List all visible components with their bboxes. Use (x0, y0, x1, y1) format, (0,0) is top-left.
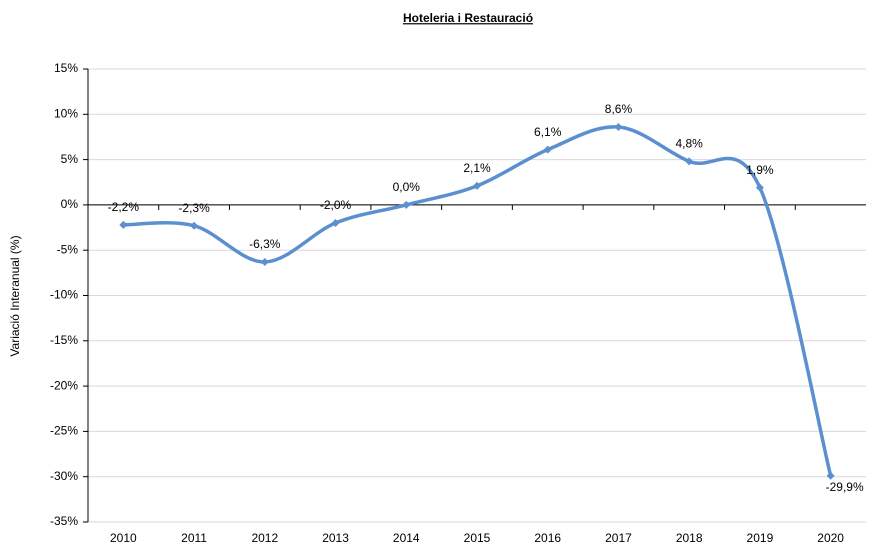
y-axis-label: Variació Interanual (%) (8, 235, 22, 356)
data-label: -2,0% (320, 198, 352, 212)
x-tick-label: 2020 (817, 531, 844, 545)
data-label: 1,9% (746, 163, 774, 177)
data-label: 8,6% (605, 102, 633, 116)
point-marker (685, 157, 694, 166)
y-tick-label: 15% (54, 61, 78, 75)
x-tick-label: 2012 (251, 531, 278, 545)
y-tick-label: -35% (50, 514, 78, 528)
y-tick-label: -25% (50, 424, 78, 438)
point-marker (190, 221, 199, 230)
x-tick-label: 2019 (747, 531, 774, 545)
data-label: -6,3% (249, 237, 281, 251)
y-tick-label: -30% (50, 469, 78, 483)
y-tick-label: -20% (50, 378, 78, 392)
point-marker (755, 183, 764, 192)
point-marker (543, 145, 552, 154)
point-marker (331, 219, 340, 228)
point-marker (473, 181, 481, 190)
y-tick-label: 5% (61, 152, 79, 166)
x-tick-label: 2014 (393, 531, 420, 545)
y-tick-label: -5% (57, 242, 79, 256)
data-label: 2,1% (463, 161, 491, 175)
point-marker (402, 200, 411, 209)
data-label: 4,8% (676, 137, 704, 151)
x-tick-label: 2013 (322, 531, 349, 545)
x-tick-label: 2018 (676, 531, 703, 545)
point-marker (614, 122, 623, 131)
y-tick-label: -15% (50, 333, 78, 347)
x-tick-label: 2010 (110, 531, 137, 545)
x-tick-label: 2011 (181, 531, 207, 545)
y-tick-label: 0% (61, 197, 79, 211)
x-tick-label: 2016 (534, 531, 561, 545)
point-marker (260, 257, 269, 266)
point-marker (826, 471, 835, 480)
x-tick-label: 2017 (605, 531, 632, 545)
line (123, 125, 833, 477)
data-label: -2,2% (108, 200, 140, 214)
data-label: -2,3% (178, 201, 210, 215)
chart-title: Hoteleria i Restauració (403, 11, 533, 25)
point-marker (119, 220, 128, 229)
data-label: 6,1% (534, 125, 562, 139)
data-label: -29,9% (826, 480, 864, 494)
x-tick-label: 2015 (464, 531, 491, 545)
y-tick-label: 10% (54, 106, 78, 120)
y-tick-label: -10% (50, 288, 78, 302)
data-label: 0,0% (393, 180, 421, 194)
